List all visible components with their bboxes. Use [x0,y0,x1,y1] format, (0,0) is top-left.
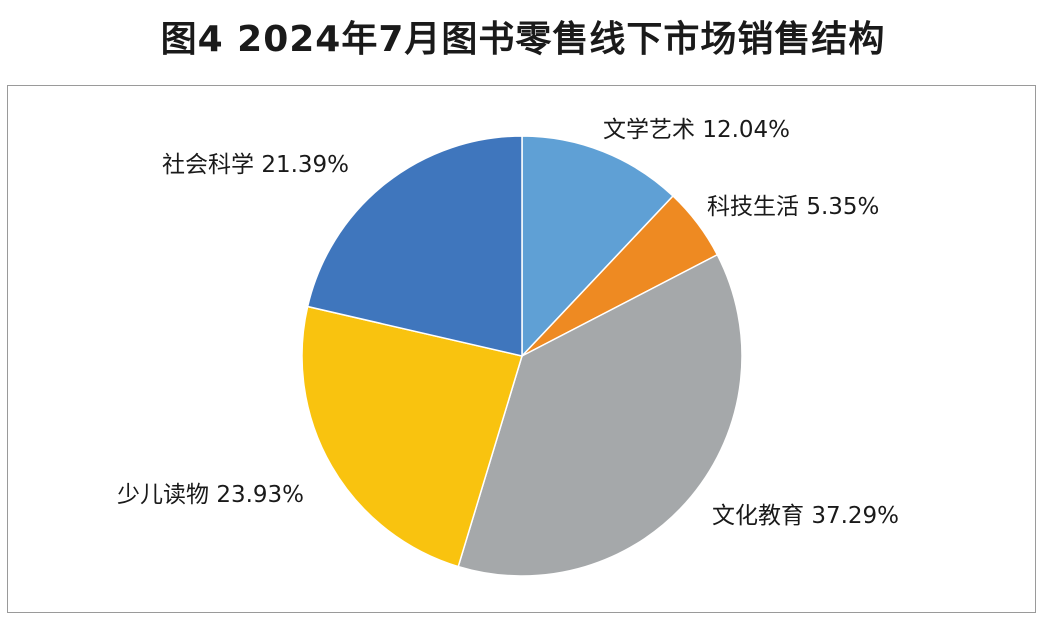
slice-label: 科技生活 5.35% [707,194,879,220]
pie-slice [301,305,523,568]
chart-title: 图4 2024年7月图书零售线下市场销售结构 [160,19,886,60]
slice-category: 社会科学 [162,152,261,178]
slice-percent: 37.29% [811,503,899,529]
slice-category: 科技生活 [707,194,806,220]
slice-percent: 23.93% [216,482,304,508]
pie-slices [301,135,743,577]
slice-label: 文化教育 37.29% [712,503,899,529]
slice-label: 社会科学 21.39% [162,152,349,178]
slice-label: 文学艺术 12.04% [603,117,790,143]
chart-frame [7,85,1036,613]
slice-percent: 5.35% [806,194,879,220]
pie-slice [521,135,675,358]
pie-labels: 文学艺术 12.04% 科技生活 5.35% 文化教育 37.29% 少儿读物 23.… [117,117,899,529]
slice-label: 少儿读物 23.93% [117,482,304,508]
slice-percent: 12.04% [702,117,790,143]
slice-category: 文化教育 [712,503,811,529]
slice-category: 少儿读物 [117,482,216,508]
slice-percent: 21.39% [261,152,349,178]
pie-slice [457,253,743,577]
pie-slice [306,135,523,357]
slice-category: 文学艺术 [603,117,702,143]
